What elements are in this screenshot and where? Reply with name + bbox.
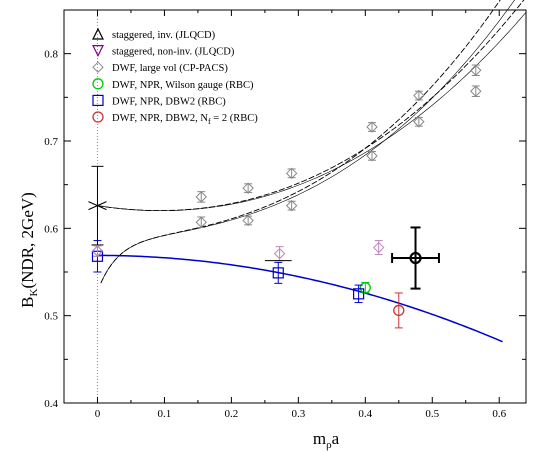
data-point-2-1: [195, 191, 207, 203]
legend-label: staggered, non-inv. (JLQCD): [112, 47, 235, 58]
marker-diamond: [413, 89, 425, 102]
extra-point-3: [91, 245, 104, 257]
x-ticks: 0 0.1 0.2 0.3 0.4 0.5 0.6: [95, 10, 507, 420]
marker-square: [353, 288, 365, 300]
fit-curve-lower: [100, 0, 501, 284]
data-point-3-0: [359, 281, 371, 294]
extra-point-2: [372, 240, 385, 256]
data-point-2-9: [413, 89, 425, 102]
x-axis-label: mρa: [313, 429, 340, 451]
y-axis-label: BK(NDR, 2GeV): [18, 192, 40, 308]
legend-marker-square: [92, 94, 104, 107]
data-point-4-1: [272, 261, 284, 284]
fit-curves: [97, 0, 527, 343]
data-point-4-2: [353, 284, 365, 304]
plot-frame: [63, 9, 527, 404]
y-ticks: 0.4 0.5 0.6 0.7 0.8: [44, 49, 526, 410]
legend-label: DWF, large vol (CP-PACS): [112, 63, 228, 74]
marker-diamond: [285, 199, 298, 212]
marker-diamond: [413, 116, 425, 128]
marker-diamond: [273, 247, 286, 260]
marker-diamond: [470, 85, 482, 97]
data-point-5-0: [393, 292, 405, 329]
legend-marker-circle: [92, 111, 104, 123]
marker-diamond: [372, 241, 385, 254]
fit-curve-upper: [97, 0, 525, 212]
x-axis-label-sub: ρ: [326, 439, 332, 451]
data-point-2-5: [285, 167, 298, 180]
legend-marker-diamond: [92, 61, 104, 73]
y-tick-label: 0.4: [44, 398, 58, 410]
marker-square: [272, 267, 284, 279]
x-tick-label: 0.3: [291, 408, 305, 420]
legend: staggered, inv. (JLQCD) staggered, non-in…: [92, 27, 258, 126]
data-points: [88, 64, 482, 329]
data-point-2-7: [366, 121, 378, 133]
legend-marker-triangle-up: [92, 27, 104, 40]
marker-diamond: [195, 216, 207, 228]
marker-diamond: [242, 182, 254, 194]
marker-diamond: [195, 191, 207, 203]
x-tick-label: 0.1: [158, 408, 172, 420]
y-tick-label: 0.5: [44, 311, 58, 323]
data-point-2-3: [242, 182, 254, 194]
legend-label: staggered, inv. (JLQCD): [112, 30, 216, 41]
fit-curve-upper-solid: [97, 12, 527, 212]
x-tick-label: 0.6: [492, 408, 506, 420]
extra-point-1: [273, 246, 286, 262]
legend-marker-triangle-down: [92, 44, 104, 57]
x-tick-label: 0.5: [425, 408, 439, 420]
marker-diamond: [91, 245, 104, 257]
plot-border: [63, 9, 527, 404]
data-point-2-2: [195, 216, 207, 228]
marker-diamond: [242, 214, 254, 227]
x-tick-label: 0.2: [225, 408, 239, 420]
legend-label: DWF, NPR, Wilson gauge (RBC): [112, 80, 254, 91]
marker-circle: [409, 251, 422, 265]
fit-curve-lower-solid: [100, 0, 515, 284]
fit-curve-blue: [97, 254, 503, 343]
cross-mark: [88, 201, 107, 211]
legend-marker-circle: [92, 78, 104, 90]
y-tick-label: 0.6: [44, 223, 58, 235]
data-point-2-6: [285, 199, 298, 212]
legend-label: DWF, NPR, DBW2, Nf = 2 (RBC): [112, 113, 258, 126]
marker-diamond: [366, 121, 378, 133]
data-point-2-11: [470, 64, 482, 76]
data-point-2-8: [366, 150, 378, 162]
data-point-2-10: [413, 116, 425, 128]
y-axis-label-sub: K: [28, 288, 40, 296]
y-tick-label: 0.7: [44, 136, 58, 148]
marker-diamond: [285, 167, 298, 180]
marker-diamond: [470, 64, 482, 76]
marker-circle: [359, 282, 371, 294]
extra-point-4: [391, 226, 440, 290]
legend-label: DWF, NPR, DBW2 (RBC): [112, 96, 226, 107]
data-point-2-12: [470, 85, 482, 97]
marker-circle: [393, 304, 405, 317]
marker-diamond: [366, 150, 378, 162]
y-tick-label: 0.8: [44, 49, 58, 61]
x-tick-label: 0.4: [358, 408, 372, 420]
extra-point-0: [88, 165, 107, 246]
data-point-2-4: [242, 214, 254, 227]
x-tick-label: 0: [95, 408, 101, 420]
